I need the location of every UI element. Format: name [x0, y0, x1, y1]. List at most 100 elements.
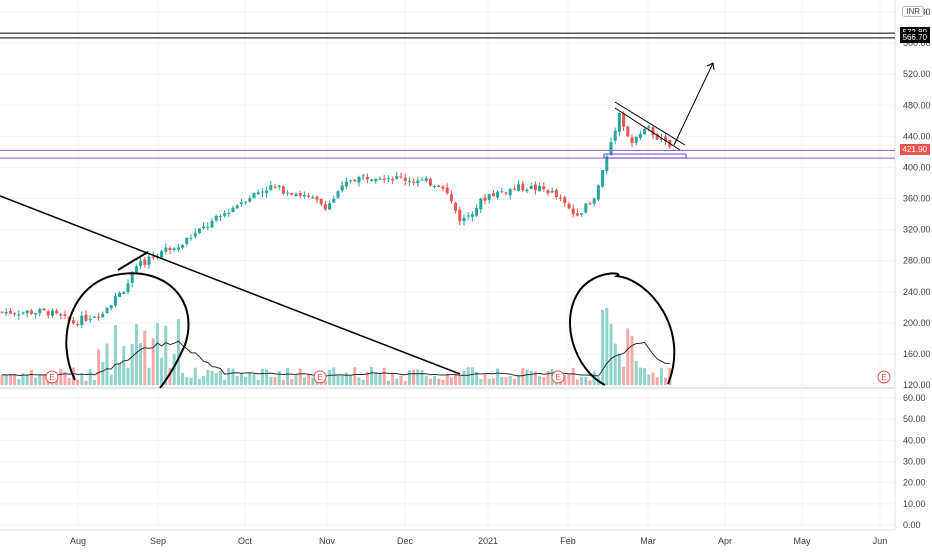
candle-body [349, 180, 353, 182]
candle-body [542, 186, 546, 190]
candle-body [424, 178, 428, 181]
candle-body [554, 189, 558, 198]
candle-body [504, 192, 508, 194]
candle-body [559, 197, 563, 199]
price-tick-label: 240.00 [903, 287, 931, 297]
candle-body [643, 128, 647, 135]
earnings-marker: E [313, 370, 327, 384]
candle-body [210, 220, 214, 228]
candle-body [206, 226, 210, 228]
candle-body [344, 181, 348, 187]
candle-body [239, 202, 243, 204]
candle-body [550, 190, 554, 193]
target-arrow [673, 62, 714, 146]
volume-bar [483, 374, 487, 385]
volume-bar [126, 367, 130, 385]
candle-body [601, 170, 605, 187]
volume-bar [487, 378, 491, 385]
volume-bar [412, 369, 416, 385]
candle-body [407, 181, 411, 183]
candle-body [479, 198, 483, 210]
candle-body [17, 314, 21, 316]
volume-bar [80, 374, 84, 385]
candle-body [0, 311, 4, 313]
candle-body [151, 256, 155, 258]
volume-bar [231, 368, 235, 385]
volume-bar [626, 328, 630, 385]
volume-bar [563, 375, 567, 385]
volume-bar [605, 307, 609, 385]
candle-body [118, 292, 122, 297]
price-tick-label: 400.00 [903, 162, 931, 172]
volume-bar [38, 375, 42, 385]
volume-bar [29, 370, 33, 385]
candle-body [651, 127, 655, 136]
volume-bar [571, 367, 575, 385]
candle-body [105, 307, 109, 313]
candle-body [218, 215, 222, 218]
breakout-mark [117, 251, 149, 271]
candle-body [298, 192, 302, 196]
lower-tick-label: 40.00 [903, 435, 926, 445]
earnings-letter: E [49, 373, 54, 382]
candle-body [21, 312, 25, 314]
candle-body [235, 205, 239, 209]
candle-body [231, 207, 235, 212]
candle-body [664, 136, 668, 142]
volume-bar [655, 377, 659, 385]
volume-bar [151, 338, 155, 385]
price-tick-label: 360.00 [903, 194, 931, 204]
candle-body [445, 187, 449, 194]
candle-body [197, 228, 201, 234]
volume-bar [332, 367, 336, 385]
candle-body [617, 112, 621, 132]
volume-bar [521, 368, 525, 385]
volume-bar [168, 367, 172, 385]
volume-bar [664, 377, 668, 385]
time-tick-label: Jun [873, 536, 888, 546]
candle-body [584, 203, 588, 213]
candle-body [525, 189, 529, 192]
candle-body [647, 126, 651, 128]
lower-pane-axis[interactable]: 0.00 10.00 20.00 30.00 40.00 50.00 60.00 [903, 393, 926, 530]
candle-body [307, 195, 311, 197]
volume-bar [139, 342, 143, 385]
candle-body [160, 251, 164, 258]
volume-bar [134, 323, 138, 385]
volume-bar [407, 370, 411, 385]
volume-bar [97, 349, 101, 385]
volume-bar [0, 374, 4, 385]
volume-bar [601, 309, 605, 385]
candle-body [269, 185, 273, 191]
volume-bar [391, 372, 395, 385]
volume-bar [420, 369, 424, 385]
volume-bar [105, 343, 109, 385]
flag-upper-line-2 [614, 107, 681, 151]
candle-body [265, 190, 269, 194]
volume-circle-left [65, 272, 190, 389]
volume-bar [92, 379, 96, 385]
candle-body [38, 308, 42, 314]
price-axis[interactable]: 120.00 160.00 200.00 240.00 280.00 320.00 360.… [903, 7, 931, 390]
volume-bar [403, 380, 407, 385]
volume-bar [206, 369, 210, 385]
candle-body [496, 191, 500, 198]
candle-body [290, 193, 294, 195]
candle-body [634, 136, 638, 143]
candle-body [655, 134, 659, 140]
time-tick-label: Oct [238, 536, 253, 546]
volume-bar [307, 374, 311, 385]
volume-bar [525, 369, 529, 385]
earnings-letter: E [555, 373, 560, 382]
volume-bar [433, 376, 437, 385]
volume-bar [630, 335, 634, 385]
volume-bar [365, 371, 369, 385]
volume-bar [185, 377, 189, 385]
currency-label[interactable]: INR [902, 6, 924, 17]
candle-body [4, 311, 8, 314]
candle-body [596, 185, 600, 200]
candle-body [13, 313, 17, 315]
time-axis[interactable]: Aug Sep Oct Nov Dec 2021 Feb Mar Apr May Jun [70, 536, 887, 546]
candle-body [76, 323, 80, 325]
